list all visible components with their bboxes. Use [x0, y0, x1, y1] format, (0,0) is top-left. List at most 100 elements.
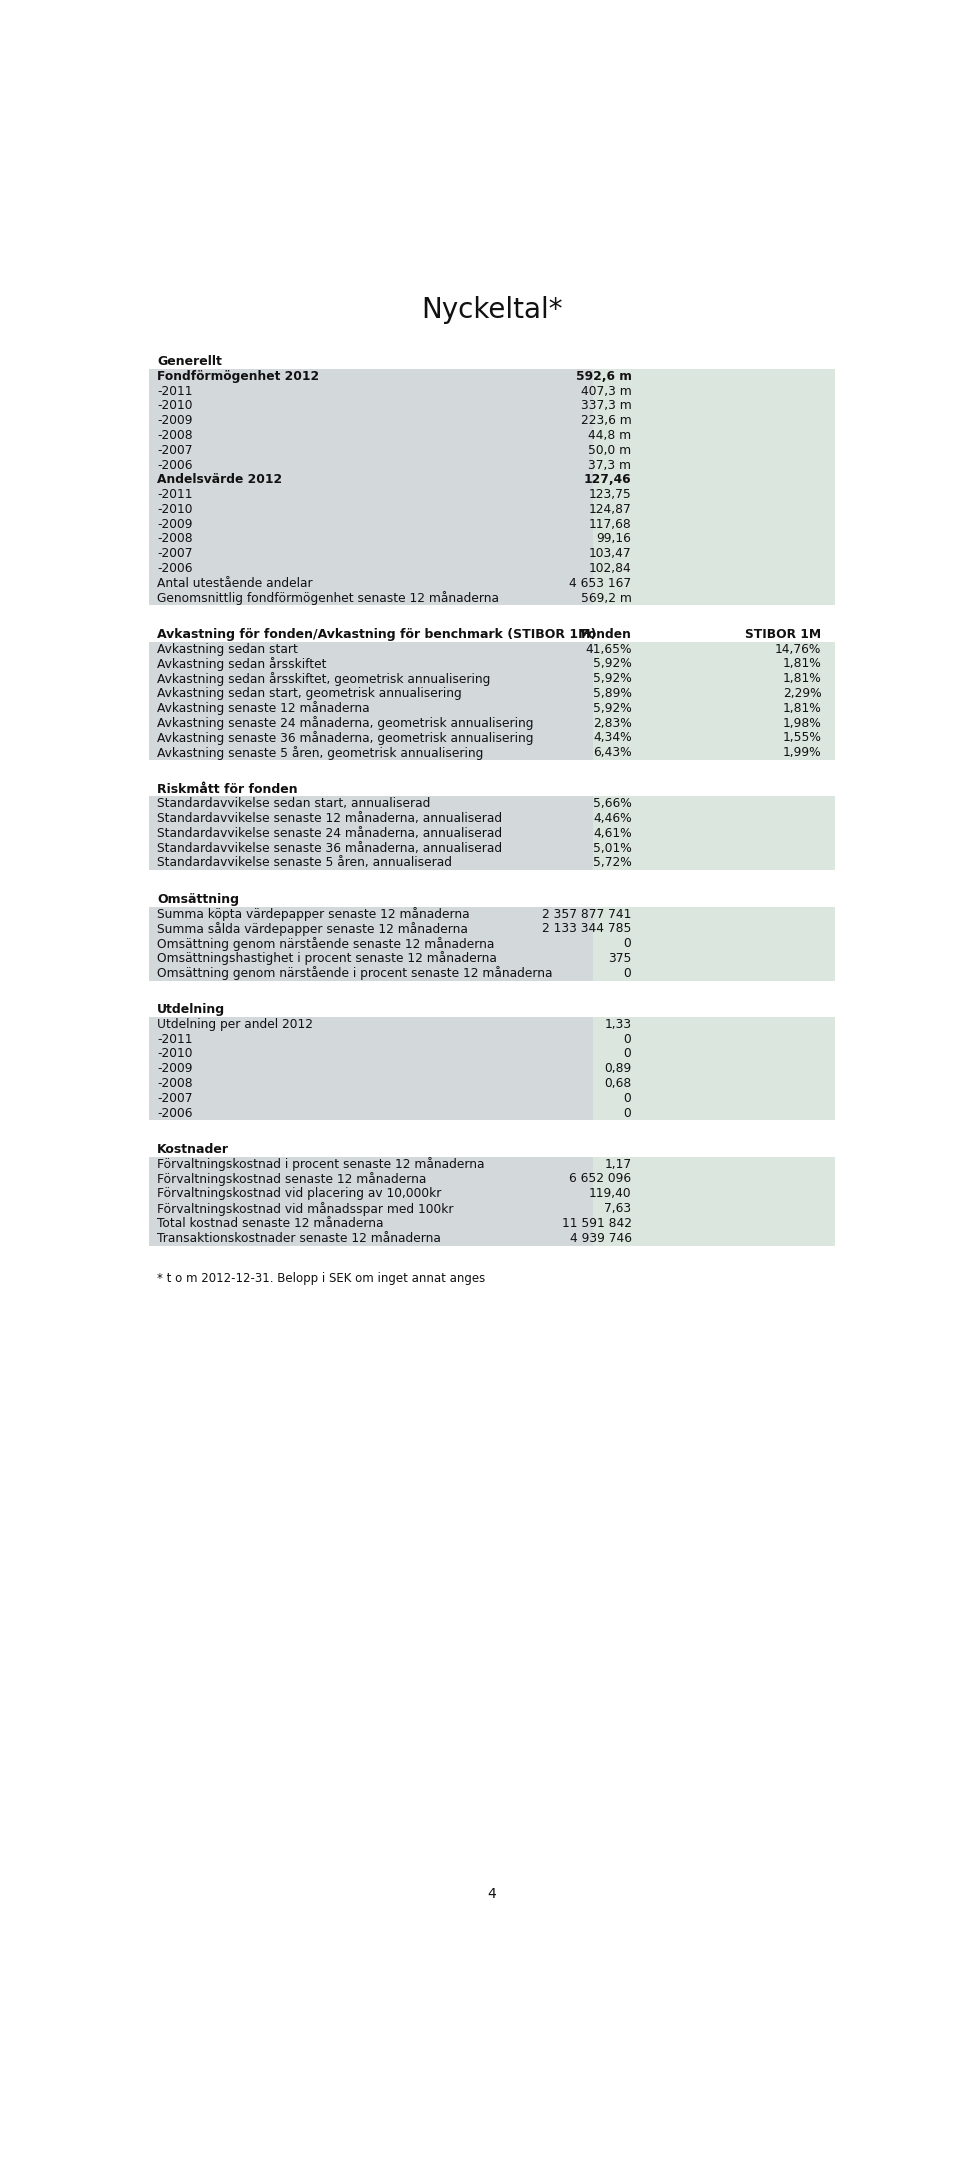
Text: 14,76%: 14,76%: [775, 642, 822, 655]
Text: 44,8 m: 44,8 m: [588, 428, 632, 441]
Bar: [592, 906, 834, 921]
Text: Avkastning senaste 24 månaderna, geometrisk annualisering: Avkastning senaste 24 månaderna, geometr…: [157, 716, 534, 731]
Bar: [150, 458, 592, 473]
Bar: [150, 1016, 592, 1031]
Text: 5,92%: 5,92%: [592, 657, 632, 670]
Bar: [592, 1187, 834, 1202]
Text: -2008: -2008: [157, 428, 193, 441]
Bar: [150, 1187, 592, 1202]
Bar: [150, 398, 592, 413]
Bar: [150, 672, 592, 685]
Text: 11 591 842: 11 591 842: [562, 1217, 632, 1230]
Text: 1,81%: 1,81%: [782, 672, 822, 685]
Text: 50,0 m: 50,0 m: [588, 443, 632, 456]
Text: -2011: -2011: [157, 385, 193, 398]
Bar: [150, 517, 592, 532]
Text: 0: 0: [624, 1046, 632, 1059]
Bar: [592, 473, 834, 486]
Bar: [150, 547, 592, 562]
Text: Andelsvärde 2012: Andelsvärde 2012: [157, 473, 282, 486]
Bar: [150, 796, 592, 811]
Bar: [150, 428, 592, 443]
Text: 6 652 096: 6 652 096: [569, 1172, 632, 1185]
Text: 4 653 167: 4 653 167: [569, 577, 632, 590]
Bar: [150, 841, 592, 856]
Bar: [592, 746, 834, 761]
Text: 124,87: 124,87: [588, 504, 632, 517]
Text: 117,68: 117,68: [588, 517, 632, 530]
Bar: [150, 443, 592, 458]
Text: -2006: -2006: [157, 458, 193, 471]
Text: 375: 375: [608, 951, 632, 964]
Text: -2010: -2010: [157, 400, 193, 413]
Text: -2006: -2006: [157, 562, 193, 575]
Text: 0: 0: [624, 1092, 632, 1105]
Bar: [592, 1105, 834, 1120]
Bar: [592, 936, 834, 951]
Text: 103,47: 103,47: [588, 547, 632, 560]
Text: -2009: -2009: [157, 1062, 193, 1075]
Bar: [150, 966, 592, 982]
Bar: [150, 921, 592, 936]
Text: Standardavvikelse senaste 24 månaderna, annualiserad: Standardavvikelse senaste 24 månaderna, …: [157, 826, 502, 839]
Text: Avkastning senaste 12 månaderna: Avkastning senaste 12 månaderna: [157, 700, 370, 716]
Bar: [150, 532, 592, 547]
Text: Omsättning genom närstående i procent senaste 12 månaderna: Omsättning genom närstående i procent se…: [157, 966, 553, 979]
Text: 4,61%: 4,61%: [593, 826, 632, 839]
Bar: [150, 1062, 592, 1077]
Text: 4,46%: 4,46%: [593, 813, 632, 826]
Text: -2009: -2009: [157, 517, 193, 530]
Bar: [592, 1016, 834, 1031]
Bar: [150, 575, 592, 590]
Bar: [592, 547, 834, 562]
Text: Total kostnad senaste 12 månaderna: Total kostnad senaste 12 månaderna: [157, 1217, 384, 1230]
Bar: [150, 1046, 592, 1062]
Bar: [592, 1092, 834, 1105]
Text: 2 357 877 741: 2 357 877 741: [542, 908, 632, 921]
Text: -2006: -2006: [157, 1107, 193, 1120]
Text: -2009: -2009: [157, 415, 193, 428]
Text: 5,66%: 5,66%: [592, 798, 632, 811]
Bar: [592, 1172, 834, 1187]
Text: 2 133 344 785: 2 133 344 785: [542, 923, 632, 936]
Bar: [150, 590, 592, 605]
Text: 37,3 m: 37,3 m: [588, 458, 632, 471]
Text: -2007: -2007: [157, 547, 193, 560]
Bar: [150, 642, 592, 657]
Text: -2011: -2011: [157, 1033, 193, 1046]
Text: Summa köpta värdepapper senaste 12 månaderna: Summa köpta värdepapper senaste 12 månad…: [157, 908, 469, 921]
Text: 123,75: 123,75: [588, 489, 632, 502]
Text: Riskmått för fonden: Riskmått för fonden: [157, 783, 298, 796]
Text: * t o m 2012-12-31. Belopp i SEK om inget annat anges: * t o m 2012-12-31. Belopp i SEK om inge…: [157, 1273, 486, 1286]
Text: Omsättningshastighet i procent senaste 12 månaderna: Omsättningshastighet i procent senaste 1…: [157, 951, 497, 966]
Bar: [592, 517, 834, 532]
Text: 4,34%: 4,34%: [593, 731, 632, 744]
Text: Förvaltningskostnad vid månadsspar med 100kr: Förvaltningskostnad vid månadsspar med 1…: [157, 1202, 454, 1215]
Bar: [150, 856, 592, 871]
Bar: [592, 413, 834, 428]
Text: Avkastning sedan årsskiftet, geometrisk annualisering: Avkastning sedan årsskiftet, geometrisk …: [157, 672, 491, 685]
Text: 1,81%: 1,81%: [782, 703, 822, 716]
Text: Omsättning genom närstående senaste 12 månaderna: Omsättning genom närstående senaste 12 m…: [157, 936, 494, 951]
Bar: [150, 562, 592, 575]
Bar: [150, 1105, 592, 1120]
Bar: [150, 731, 592, 746]
Text: 119,40: 119,40: [588, 1187, 632, 1200]
Bar: [592, 796, 834, 811]
Text: 592,6 m: 592,6 m: [576, 370, 632, 383]
Bar: [150, 1202, 592, 1215]
Bar: [150, 1172, 592, 1187]
Bar: [592, 562, 834, 575]
Text: Generellt: Generellt: [157, 355, 222, 368]
Text: Avkastning sedan årsskiftet: Avkastning sedan årsskiftet: [157, 657, 326, 670]
Text: -2010: -2010: [157, 504, 193, 517]
Text: Standardavvikelse senaste 5 åren, annualiserad: Standardavvikelse senaste 5 åren, annual…: [157, 856, 452, 869]
Text: Avkastning senaste 36 månaderna, geometrisk annualisering: Avkastning senaste 36 månaderna, geometr…: [157, 731, 534, 746]
Text: -2008: -2008: [157, 532, 193, 545]
Bar: [592, 428, 834, 443]
Text: 407,3 m: 407,3 m: [581, 385, 632, 398]
Bar: [592, 532, 834, 547]
Bar: [592, 370, 834, 383]
Text: 0,68: 0,68: [604, 1077, 632, 1090]
Bar: [592, 811, 834, 826]
